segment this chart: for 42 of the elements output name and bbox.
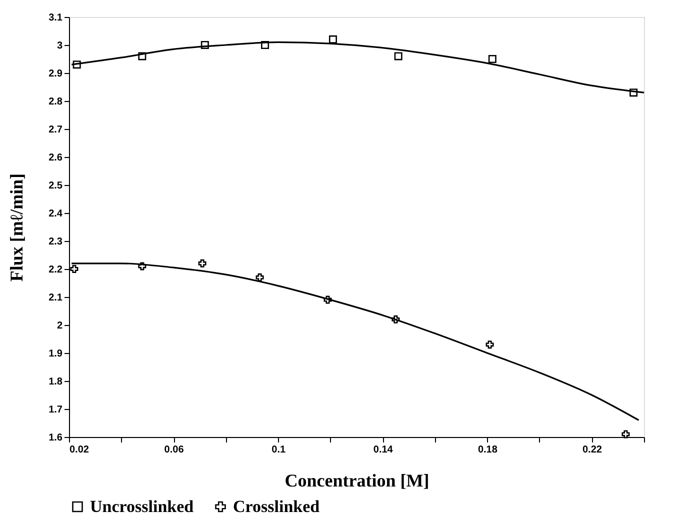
x-tick-label: 0.18 bbox=[478, 444, 498, 456]
point bbox=[72, 60, 81, 69]
y-tick-label: 1.9 bbox=[48, 348, 63, 360]
point bbox=[394, 52, 402, 60]
point bbox=[256, 273, 264, 282]
y-tick-label: 1.6 bbox=[48, 432, 63, 444]
y-tick-label: 2.3 bbox=[48, 236, 63, 248]
y-tick-label: 3 bbox=[56, 40, 63, 52]
y-tick-label: 2 bbox=[56, 320, 63, 332]
y-tick-label: 2.9 bbox=[48, 68, 63, 80]
point bbox=[622, 430, 630, 438]
point bbox=[70, 264, 78, 274]
x-axis-title: Concentration [M] bbox=[284, 470, 430, 490]
x-tick-label: 0.02 bbox=[70, 444, 90, 456]
point bbox=[488, 54, 496, 64]
point bbox=[328, 35, 337, 44]
point bbox=[630, 88, 638, 97]
point bbox=[138, 52, 146, 60]
x-tick-label: 0.06 bbox=[164, 444, 184, 456]
y-tick-label: 2.5 bbox=[48, 180, 63, 192]
y-axis-title: Flux [mℓ/min] bbox=[6, 173, 27, 282]
point bbox=[486, 340, 494, 349]
x-tick-label: 0.1 bbox=[272, 444, 286, 456]
y-tick-label: 2.1 bbox=[48, 292, 63, 304]
point bbox=[200, 40, 209, 50]
point bbox=[138, 262, 146, 270]
point bbox=[324, 296, 332, 304]
point bbox=[198, 259, 206, 268]
y-tick-label: 1.7 bbox=[48, 404, 63, 416]
y-tick-label: 2.8 bbox=[48, 96, 63, 108]
point bbox=[261, 40, 270, 50]
y-tick-label: 2.2 bbox=[48, 264, 63, 276]
legend-label: Crosslinked bbox=[233, 496, 320, 516]
x-tick-label: 0.22 bbox=[582, 444, 602, 456]
x-tick-label: 0.14 bbox=[373, 444, 394, 456]
y-tick-label: 1.8 bbox=[48, 376, 63, 388]
y-tick-label: 2.7 bbox=[48, 124, 63, 136]
y-tick-label: 3.1 bbox=[48, 12, 63, 24]
point bbox=[392, 315, 400, 324]
y-tick-label: 2.4 bbox=[48, 208, 63, 220]
legend-label: Uncrosslinked bbox=[90, 496, 194, 516]
y-tick-label: 2.6 bbox=[48, 152, 63, 164]
